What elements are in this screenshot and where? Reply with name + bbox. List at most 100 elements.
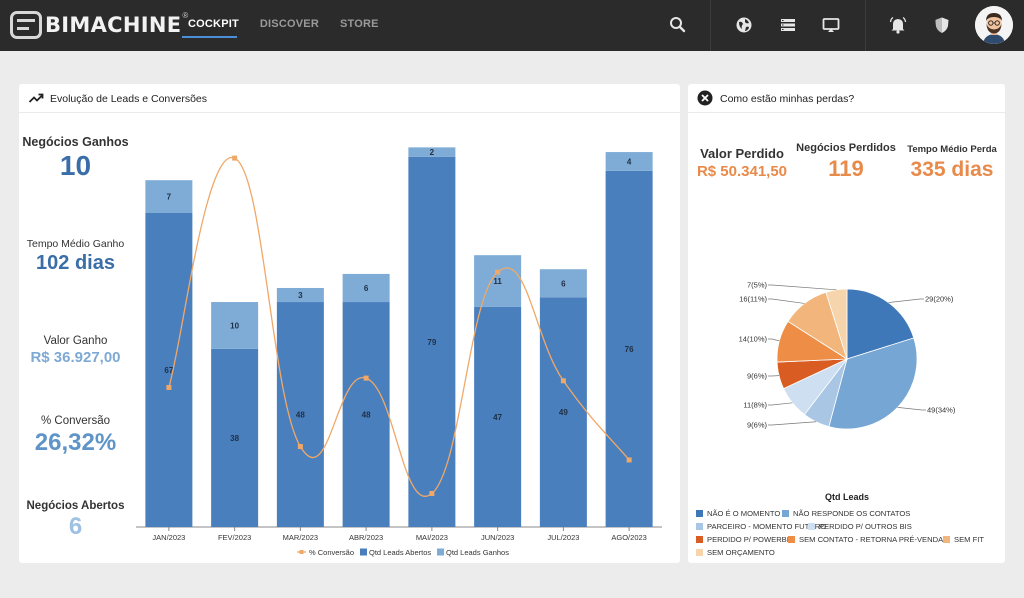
legend-swatch <box>696 510 703 517</box>
kpi-valor-perdido: Valor Perdido R$ 50.341,50 <box>692 146 792 180</box>
pie-leader-line <box>768 284 837 291</box>
bar-value-label: 49 <box>559 408 568 417</box>
search-icon[interactable] <box>667 14 689 36</box>
kpi-tempo-medio-perda: Tempo Médio Perda 335 dias <box>901 144 1003 182</box>
avatar[interactable] <box>975 6 1013 44</box>
losses-panel: Como estão minhas perdas? Valor Perdido … <box>688 84 1005 563</box>
losses-pie-chart: 29(20%) 49(34%) 9(6%) 11(8%) 9(6%) 14(10%) 16(… <box>739 281 956 503</box>
bar-value-label: 11 <box>493 277 502 286</box>
shield-icon[interactable] <box>931 14 953 36</box>
pie-slice <box>846 288 915 360</box>
kpi-label: Negócios Perdidos <box>796 142 896 154</box>
bar-leads-abertos <box>474 306 522 527</box>
legend-label: Qtd Leads Ganhos <box>446 548 509 557</box>
bar-value-label: 10 <box>230 321 239 330</box>
toolbar-divider <box>865 0 866 51</box>
kpi-value: R$ 50.341,50 <box>696 163 788 180</box>
conversion-point <box>166 384 172 390</box>
bar-value-label: 38 <box>230 434 239 443</box>
logo-mark-icon <box>10 11 42 39</box>
bar-leads-abertos <box>276 302 324 527</box>
pie-data-label: 29(20%) <box>925 295 954 304</box>
bar-leads-ganhos <box>605 152 653 171</box>
bimachine-logo[interactable]: BIMACHINE ® <box>10 9 188 41</box>
pie-legend-item[interactable]: PERDIDO P/ POWERBI <box>696 535 789 544</box>
trending-up-icon <box>28 93 44 103</box>
tab-discover[interactable]: DISCOVER <box>259 18 319 30</box>
legend-swatch <box>696 523 703 530</box>
conversion-point <box>495 269 501 275</box>
legend-swatch <box>943 536 950 543</box>
pie-legend-item[interactable]: PERDIDO P/ OUTROS BIS <box>808 522 912 531</box>
globe-icon[interactable] <box>733 14 755 36</box>
toolbar-divider <box>710 0 711 51</box>
bar-value-label: 48 <box>296 411 305 420</box>
bar-leads-abertos <box>408 156 456 527</box>
pie-data-label: 11(8%) <box>743 401 767 410</box>
legend-label: SEM CONTATO - RETORNA PRÉ-VENDA <box>799 535 944 544</box>
legend-swatch <box>696 549 703 556</box>
tab-cockpit[interactable]: COCKPIT <box>188 18 239 30</box>
pie-slice <box>825 288 848 360</box>
kpi-tempo-medio-ganho: Tempo Médio Ganho 102 dias <box>19 238 132 275</box>
legend-label: NÃO É O MOMENTO <box>707 509 781 518</box>
pie-data-label: 14(10%) <box>739 335 768 344</box>
pie-leader-line <box>768 298 805 304</box>
bar-leads-ganhos <box>408 147 456 157</box>
pie-data-label: 9(6%) <box>747 421 768 430</box>
list-icon[interactable] <box>777 14 799 36</box>
bar-leads-ganhos <box>145 180 193 213</box>
kpi-label: Negócios Ganhos <box>22 135 129 149</box>
bar-value-label: 4 <box>627 157 632 166</box>
pie-legend-item[interactable]: PARCEIRO - MOMENTO FUTURO <box>696 522 826 531</box>
kpi-value: R$ 36.927,00 <box>30 349 121 366</box>
bar-value-label: 3 <box>298 291 303 300</box>
kpi-value: 119 <box>828 156 864 181</box>
kpi-label: Valor Ganho <box>43 335 108 347</box>
kpi-label: Negócios Abertos <box>26 500 125 512</box>
bar-leads-ganhos <box>539 269 587 298</box>
x-tick-label: JAN/2023 <box>152 533 185 542</box>
bar-leads-ganhos <box>342 273 390 303</box>
monitor-icon[interactable] <box>820 14 842 36</box>
pie-legend-item[interactable]: SEM CONTATO - RETORNA PRÉ-VENDA <box>788 535 943 544</box>
legend-label: PERDIDO P/ OUTROS BIS <box>819 522 912 531</box>
panel-title: Como estão minhas perdas? <box>720 93 855 105</box>
pie-legend-item[interactable]: NÃO RESPONDE OS CONTATOS <box>782 509 910 518</box>
bell-icon[interactable] <box>887 14 909 36</box>
legend-swatch <box>437 548 444 556</box>
bar-leads-abertos <box>145 212 193 527</box>
kpi-label: % Conversão <box>40 415 111 427</box>
legend-label: PARCEIRO - MOMENTO FUTURO <box>707 522 827 531</box>
legend-swatch <box>360 548 367 556</box>
x-tick-label: MAR/2023 <box>283 533 318 542</box>
legend-label: SEM ORÇAMENTO <box>707 548 775 557</box>
conversion-point <box>560 378 566 384</box>
bar-value-label: 48 <box>362 411 371 420</box>
bar-leads-abertos <box>342 302 390 527</box>
pie-leader-line <box>897 407 926 411</box>
pie-data-label: 16(11%) <box>739 295 767 304</box>
panel-header: Como estão minhas perdas? <box>688 84 1005 113</box>
kpi-negocios-perdidos: Negócios Perdidos 119 <box>796 142 896 182</box>
pie-data-label: 49(34%) <box>927 406 956 415</box>
tab-store[interactable]: STORE <box>339 18 379 30</box>
bar-value-label: 79 <box>427 338 436 347</box>
pie-data-label: 9(6%) <box>747 372 768 381</box>
legend-label: NÃO RESPONDE OS CONTATOS <box>793 509 911 518</box>
pie-legend-item[interactable]: SEM ORÇAMENTO <box>696 548 775 557</box>
kpi-value: 102 dias <box>36 252 115 274</box>
x-tick-label: ABR/2023 <box>349 533 383 542</box>
legend-swatch <box>696 536 703 543</box>
pie-legend-item[interactable]: NÃO É O MOMENTO <box>696 509 780 518</box>
pie-legend-item[interactable]: SEM FIT <box>943 535 984 544</box>
legend-point-swatch <box>299 550 304 554</box>
legend-label: Qtd Leads Abertos <box>369 548 431 557</box>
pie-leader-line <box>768 402 793 406</box>
legend-label: % Conversão <box>309 548 354 557</box>
brand-registered-mark: ® <box>182 10 189 20</box>
leads-conversions-panel: Evolução de Leads e Conversões Negócios … <box>19 84 680 563</box>
bar-leads-abertos <box>211 348 259 527</box>
legend-swatch <box>788 536 795 543</box>
main-nav: COCKPIT DISCOVER STORE <box>182 0 394 51</box>
